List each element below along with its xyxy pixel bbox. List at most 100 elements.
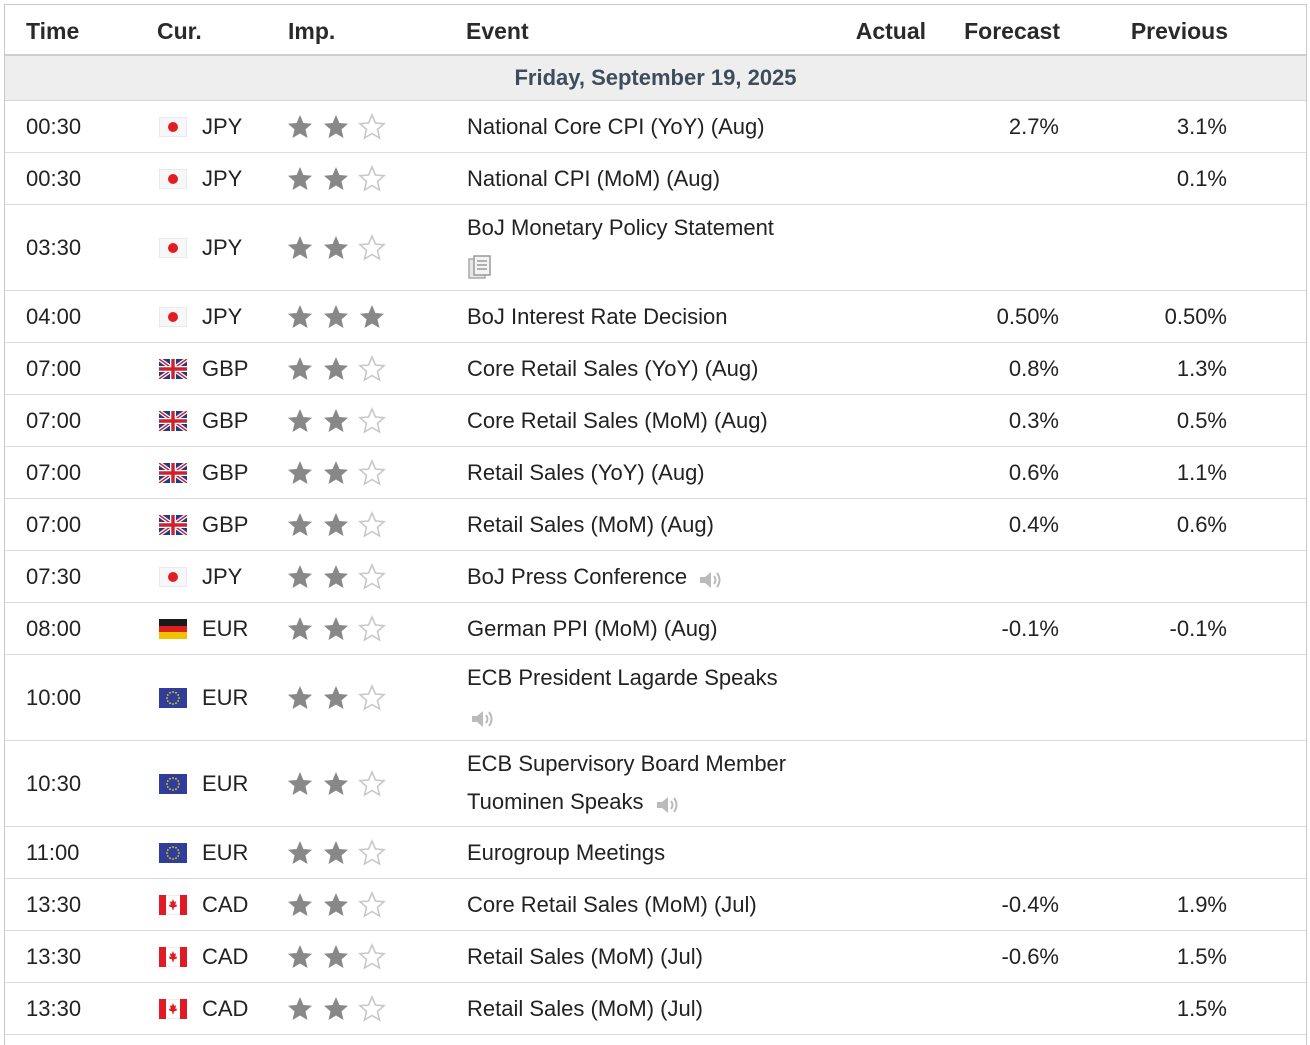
- header-time[interactable]: Time: [26, 18, 80, 44]
- currency-code: GBP: [202, 459, 249, 485]
- eu-flag: [159, 687, 187, 708]
- importance-stars: [286, 112, 394, 141]
- event-time: 04:00: [26, 303, 82, 329]
- importance-stars: [286, 890, 394, 919]
- table-row[interactable]: 10:00 EUR ECB President Lagarde Speaks: [5, 655, 1306, 741]
- event-time: 13:30: [26, 891, 82, 917]
- event-name[interactable]: BoJ Press Conference: [467, 563, 688, 589]
- event-time: 10:30: [26, 770, 82, 796]
- event-cell[interactable]: Retail Sales (MoM) (Jul): [467, 938, 837, 976]
- event-cell[interactable]: Retail Sales (MoM) (Jul): [467, 990, 837, 1028]
- header-currency[interactable]: Cur.: [157, 18, 202, 44]
- importance-stars: [286, 683, 394, 712]
- event-cell[interactable]: Core Retail Sales (MoM) (Jul): [467, 886, 837, 924]
- star-filled-icon: [322, 407, 358, 435]
- table-row[interactable]: 00:30 JPY National CPI (MoM) (Aug) 0.1%: [5, 153, 1306, 205]
- ca-flag: [158, 894, 188, 915]
- star-filled-icon: [286, 113, 322, 141]
- event-name[interactable]: Retail Sales (MoM) (Jul): [467, 943, 703, 969]
- star-filled-icon: [286, 684, 322, 712]
- table-row[interactable]: 07:30 JPY BoJ Press Conference: [5, 551, 1306, 603]
- table-row[interactable]: 03:30 JPY BoJ Monetary Policy Statement: [5, 205, 1306, 291]
- event-cell[interactable]: BoJ Monetary Policy Statement: [467, 209, 837, 285]
- star-filled-icon: [286, 234, 322, 262]
- event-name[interactable]: ECB President Lagarde Speaks: [467, 665, 778, 690]
- event-cell[interactable]: Retail Sales (YoY) (Aug): [467, 454, 837, 492]
- event-time: 13:30: [26, 995, 82, 1021]
- star-filled-icon: [286, 355, 322, 383]
- eu-flag: [159, 773, 187, 794]
- economic-calendar: Time Cur. Imp. Event Actual Forecast Pre…: [4, 4, 1307, 1045]
- document-icon[interactable]: [467, 254, 493, 280]
- event-cell[interactable]: BoJ Press Conference: [467, 558, 837, 596]
- event-name[interactable]: German PPI (MoM) (Aug): [467, 615, 718, 641]
- importance-stars: [286, 510, 394, 539]
- table-row[interactable]: 07:00 GBP Retail Sales (MoM) (Aug) 0.4% 0.6%: [5, 499, 1306, 551]
- event-cell[interactable]: Core Retail Sales (YoY) (Aug): [467, 350, 837, 388]
- header-actual[interactable]: Actual: [855, 18, 926, 44]
- star-filled-icon: [322, 770, 358, 798]
- eu-flag: [159, 842, 187, 863]
- importance-stars: [286, 838, 394, 867]
- header-previous[interactable]: Previous: [1130, 18, 1228, 44]
- table-row[interactable]: 04:00 JPY BoJ Interest Rate Decision 0.50% 0…: [5, 291, 1306, 343]
- star-empty-icon: [358, 112, 394, 141]
- event-cell[interactable]: ECB President Lagarde Speaks: [467, 659, 837, 735]
- previous-value: 1.9%: [1176, 891, 1227, 917]
- event-time: 11:00: [26, 839, 80, 865]
- event-cell[interactable]: German PPI (MoM) (Aug): [467, 610, 837, 648]
- event-cell[interactable]: ECB Supervisory Board Member Tuominen Sp…: [467, 745, 837, 821]
- event-name[interactable]: BoJ Monetary Policy Statement: [467, 215, 774, 240]
- event-cell[interactable]: BoJ Interest Rate Decision: [467, 298, 837, 336]
- event-name[interactable]: National CPI (MoM) (Aug): [467, 165, 721, 191]
- star-empty-icon: [358, 562, 394, 591]
- table-row[interactable]: 13:30 CAD Retail Sales (MoM) (Jul) -0.6% 1.5…: [5, 931, 1306, 983]
- event-name[interactable]: Retail Sales (MoM) (Aug): [467, 511, 714, 537]
- event-cell[interactable]: Core Retail Sales (MoM) (Aug): [467, 402, 837, 440]
- header-importance[interactable]: Imp.: [288, 18, 336, 44]
- table-row[interactable]: 07:00 GBP Core Retail Sales (MoM) (Aug) 0.3…: [5, 395, 1306, 447]
- event-cell[interactable]: Eurogroup Meetings: [467, 834, 837, 872]
- star-empty-icon: [358, 994, 394, 1023]
- event-name[interactable]: ECB Supervisory Board Member Tuominen Sp…: [467, 751, 787, 814]
- event-time: 10:00: [26, 684, 82, 710]
- speaker-icon: [697, 566, 723, 590]
- currency-code: JPY: [202, 234, 243, 260]
- header-event[interactable]: Event: [466, 18, 529, 44]
- event-name[interactable]: National Core CPI (YoY) (Aug): [467, 113, 765, 139]
- star-filled-icon: [322, 891, 358, 919]
- event-name[interactable]: Core Retail Sales (MoM) (Aug): [467, 407, 768, 433]
- forecast-value: 0.3%: [1008, 407, 1059, 433]
- star-filled-icon: [322, 684, 358, 712]
- header-forecast[interactable]: Forecast: [964, 18, 1060, 44]
- star-filled-icon: [322, 563, 358, 591]
- event-cell[interactable]: National CPI (MoM) (Aug): [467, 160, 837, 198]
- star-filled-icon: [322, 459, 358, 487]
- table-row[interactable]: 11:00 EUR Eurogroup Meetings: [5, 827, 1306, 879]
- table-row[interactable]: 07:00 GBP Core Retail Sales (YoY) (Aug) 0.8…: [5, 343, 1306, 395]
- table-row[interactable]: 13:30 CAD Retail Sales (MoM) (Jul) 1.5%: [5, 983, 1306, 1035]
- event-cell[interactable]: National Core CPI (YoY) (Aug): [467, 108, 837, 146]
- previous-value: 0.6%: [1176, 511, 1227, 537]
- star-filled-icon: [286, 407, 322, 435]
- jp-flag: [158, 306, 188, 327]
- importance-stars: [286, 233, 394, 262]
- table-row[interactable]: 00:30 JPY National Core CPI (YoY) (Aug) 2.7…: [5, 101, 1306, 153]
- event-name[interactable]: Retail Sales (YoY) (Aug): [467, 459, 705, 485]
- star-filled-icon: [322, 943, 358, 971]
- event-cell[interactable]: Retail Sales (MoM) (Aug): [467, 506, 837, 544]
- table-row[interactable]: 08:00 EUR German PPI (MoM) (Aug) -0.1% -0.1%: [5, 603, 1306, 655]
- ca-flag: [158, 998, 188, 1019]
- event-name[interactable]: Core Retail Sales (YoY) (Aug): [467, 355, 759, 381]
- importance-stars: [286, 458, 394, 487]
- forecast-value: 0.4%: [1008, 511, 1059, 537]
- table-row[interactable]: 13:30 CAD Core Retail Sales (MoM) (Jul) -0.…: [5, 879, 1306, 931]
- star-filled-icon: [286, 165, 322, 193]
- event-name[interactable]: Retail Sales (MoM) (Jul): [467, 995, 703, 1021]
- event-name[interactable]: BoJ Interest Rate Decision: [467, 303, 728, 329]
- currency-code: EUR: [202, 839, 249, 865]
- event-name[interactable]: Core Retail Sales (MoM) (Jul): [467, 891, 757, 917]
- table-row[interactable]: 10:30 EUR ECB Supervisory Board Member Tuo…: [5, 741, 1306, 827]
- table-row[interactable]: 07:00 GBP Retail Sales (YoY) (Aug) 0.6% 1.1%: [5, 447, 1306, 499]
- event-name[interactable]: Eurogroup Meetings: [467, 839, 666, 865]
